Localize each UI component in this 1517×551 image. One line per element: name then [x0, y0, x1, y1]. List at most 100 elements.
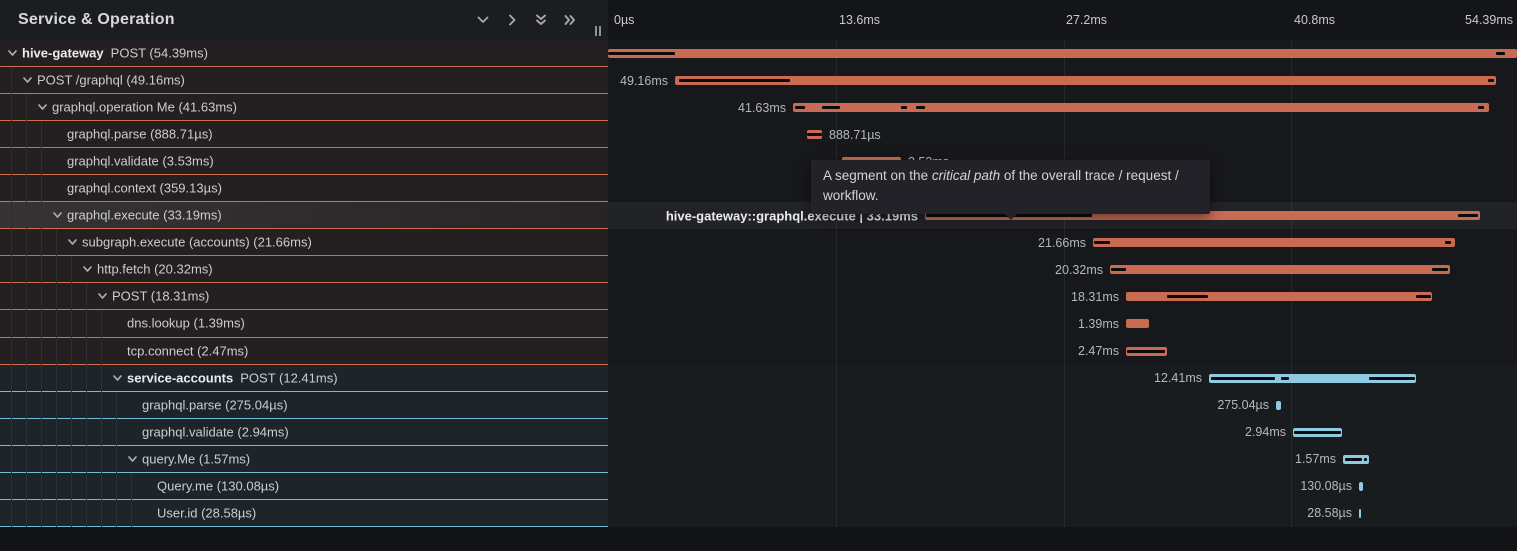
tree-row-subgraph-execute-accounts[interactable]: subgraph.execute (accounts) (21.66ms) [0, 229, 608, 257]
panel-resize-grip[interactable] [594, 25, 603, 37]
tree-row-post[interactable]: POST (18.31ms) [0, 283, 608, 311]
tree-row-service-accounts-post[interactable]: service-accounts POST (12.41ms) [0, 364, 608, 392]
timeline-row-query-me-field: 130.08µs [608, 473, 1517, 500]
span-bar-service-accounts-post[interactable] [1209, 373, 1416, 383]
tree-guide-line [86, 283, 87, 311]
span-bar-graphql-parse-2[interactable] [1276, 400, 1281, 410]
tree-guide-line [101, 391, 102, 419]
tree-guide-line [71, 445, 72, 473]
tree-guide-line [11, 310, 12, 338]
service-name: service-accounts [127, 370, 234, 386]
tree-guide-line [26, 148, 27, 176]
span-bar-post[interactable] [1126, 292, 1432, 302]
tree-row-graphql-context[interactable]: graphql.context (359.13µs) [0, 175, 608, 203]
tree-toolbar [475, 0, 578, 40]
tree-row-graphql-parse-1[interactable]: graphql.parse (888.71µs) [0, 121, 608, 149]
tree-row-graphql-parse-2[interactable]: graphql.parse (275.04µs) [0, 391, 608, 419]
chevron-down-icon[interactable] [7, 48, 18, 59]
span-duration-label: 1.39ms [1078, 316, 1119, 331]
span-bar-subgraph-execute-accounts[interactable] [1093, 238, 1455, 248]
tree-guide-line [41, 121, 42, 149]
tree-guide-line [56, 499, 57, 527]
tree-guide-line [71, 283, 72, 311]
tree-guide-line [71, 391, 72, 419]
tree-guide-line [26, 499, 27, 527]
span-bar-post-graphql[interactable] [675, 76, 1496, 86]
tree-row-query-me[interactable]: query.Me (1.57ms) [0, 445, 608, 473]
span-bar-query-me[interactable] [1343, 454, 1369, 464]
tree-row-post-graphql[interactable]: POST /graphql (49.16ms) [0, 67, 608, 95]
tree-row-graphql-execute[interactable]: graphql.execute (33.19ms) [0, 202, 608, 230]
tree-row-user-id[interactable]: User.id (28.58µs) [0, 499, 608, 527]
tree-guide-line [116, 445, 117, 473]
critical-path-segment [1167, 295, 1208, 299]
critical-path-segment [1496, 52, 1505, 56]
tree-guide-line [41, 364, 42, 392]
critical-path-segment [1345, 457, 1362, 461]
tree-guide-line [41, 283, 42, 311]
tree-row-query-me-field[interactable]: Query.me (130.08µs) [0, 472, 608, 500]
span-bar-query-me-field[interactable] [1359, 481, 1363, 491]
chevron-down-icon[interactable] [127, 453, 138, 464]
span-bar-tcp-connect[interactable] [1126, 346, 1167, 356]
timeline-row-hive-gateway-post [608, 40, 1517, 67]
chevron-down-icon[interactable] [52, 210, 63, 221]
tree-guide-line [11, 148, 12, 176]
span-tree-header: Service & Operation [0, 0, 608, 40]
bottom-empty-area [0, 527, 1517, 551]
span-bar-graphql-validate-2[interactable] [1293, 427, 1342, 437]
chevron-down-icon[interactable] [97, 291, 108, 302]
critical-path-segment [807, 133, 822, 137]
tree-guide-line [86, 391, 87, 419]
critical-path-segment [1445, 241, 1451, 245]
double-chevron-down-icon[interactable] [533, 12, 549, 28]
span-duration-label: 49.16ms [620, 73, 668, 88]
span-bar-graphql-parse-1[interactable] [807, 130, 822, 140]
critical-path-segment [1478, 106, 1484, 110]
timeline-row-graphql-parse-2: 275.04µs [608, 392, 1517, 419]
timeline-row-service-accounts-post: 12.41ms [608, 365, 1517, 392]
axis-tick-label: 40.8ms [1294, 13, 1335, 27]
tree-row-graphql-validate-2[interactable]: graphql.validate (2.94ms) [0, 418, 608, 446]
chevron-down-icon[interactable] [37, 102, 48, 113]
span-bar-hive-gateway-post[interactable] [608, 49, 1517, 59]
timeline-row-http-fetch: 20.32ms [608, 256, 1517, 283]
timeline-row-dns-lookup: 1.39ms [608, 310, 1517, 337]
tree-guide-line [11, 391, 12, 419]
span-duration-label: 2.47ms [1078, 344, 1119, 359]
span-bar-user-id[interactable] [1359, 508, 1361, 518]
tree-guide-line [11, 175, 12, 203]
critical-path-tooltip: A segment on the critical path of the ov… [811, 160, 1210, 220]
span-label: graphql.execute (33.19ms) [67, 207, 222, 223]
span-tree-rows: hive-gateway POST (54.39ms) POST /graphql … [0, 40, 608, 527]
chevron-down-icon[interactable] [475, 12, 491, 28]
span-bar-graphql-operation-me[interactable] [793, 103, 1489, 113]
critical-path-segment [1294, 430, 1341, 434]
tree-guide-line [26, 310, 27, 338]
axis-tick-label: 13.6ms [839, 13, 880, 27]
tree-guide-line [56, 418, 57, 446]
tree-guide-line [101, 364, 102, 392]
chevron-down-icon[interactable] [67, 237, 78, 248]
span-bar-dns-lookup[interactable] [1126, 319, 1149, 329]
tree-row-hive-gateway-post[interactable]: hive-gateway POST (54.39ms) [0, 40, 608, 68]
tree-guide-line [71, 310, 72, 338]
chevron-down-icon[interactable] [82, 264, 93, 275]
critical-path-segment [916, 106, 925, 110]
tree-row-graphql-operation-me[interactable]: graphql.operation Me (41.63ms) [0, 94, 608, 122]
span-bar-http-fetch[interactable] [1110, 265, 1450, 275]
chevron-right-icon[interactable] [504, 12, 520, 28]
chevron-down-icon[interactable] [22, 75, 33, 86]
tree-guide-line [131, 472, 132, 500]
tree-row-tcp-connect[interactable]: tcp.connect (2.47ms) [0, 337, 608, 365]
tree-row-graphql-validate-1[interactable]: graphql.validate (3.53ms) [0, 148, 608, 176]
double-chevron-right-icon[interactable] [562, 12, 578, 28]
critical-path-segment [1281, 376, 1289, 380]
tree-guide-line [11, 94, 12, 122]
tree-row-http-fetch[interactable]: http.fetch (20.32ms) [0, 256, 608, 284]
tree-guide-line [86, 445, 87, 473]
chevron-down-icon[interactable] [112, 372, 123, 383]
tree-row-dns-lookup[interactable]: dns.lookup (1.39ms) [0, 310, 608, 338]
grid-line [1063, 40, 1065, 527]
span-label: hive-gateway POST (54.39ms) [22, 45, 208, 61]
